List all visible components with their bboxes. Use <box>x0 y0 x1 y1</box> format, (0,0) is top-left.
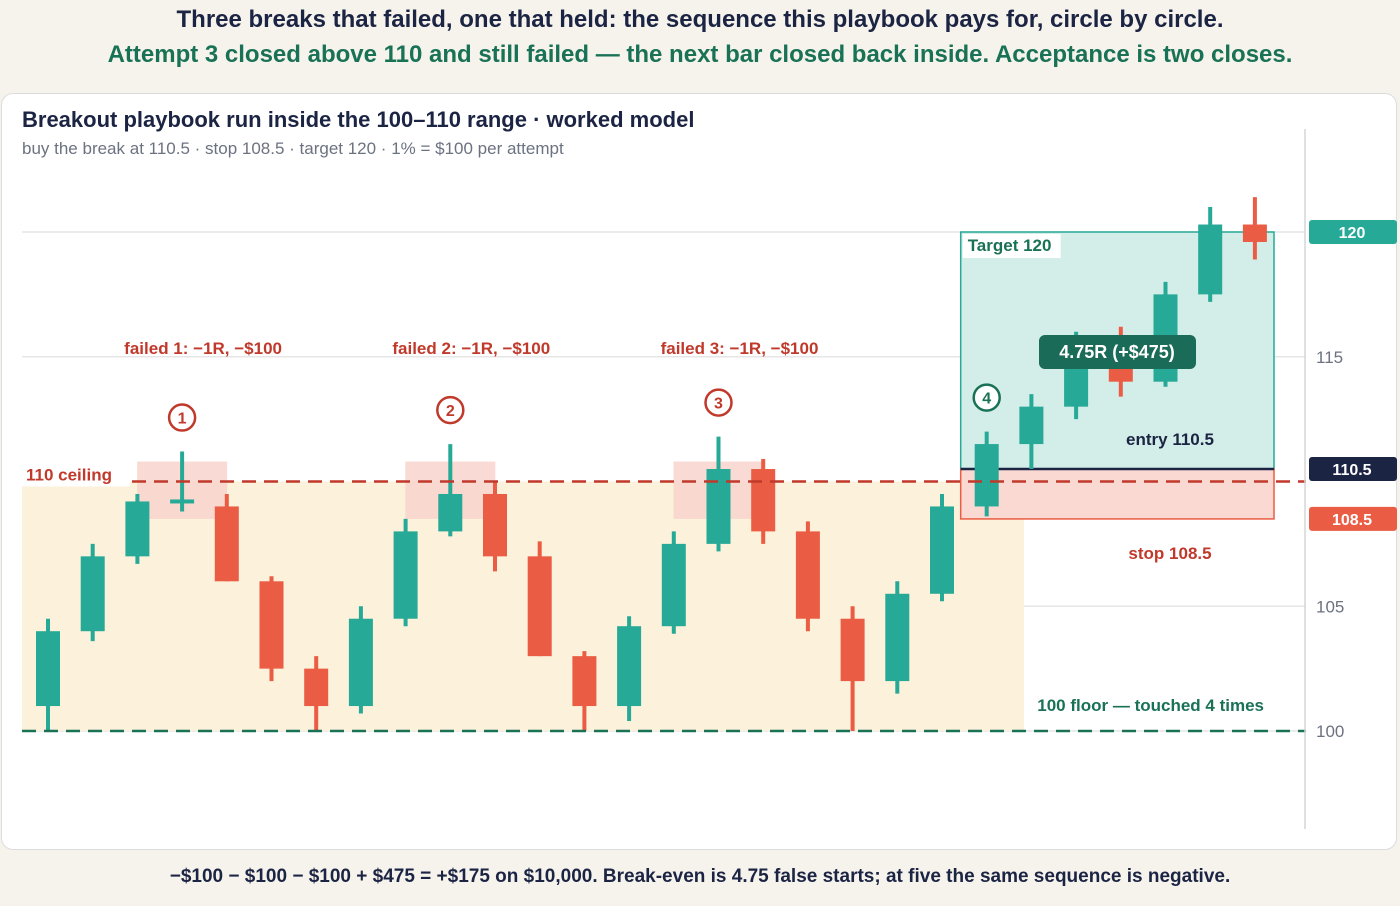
candle-26 <box>1153 281 1178 387</box>
candle-body <box>393 531 418 619</box>
result-badge-bg <box>1039 335 1196 369</box>
candle-body <box>974 444 999 507</box>
attempt-marker-2 <box>436 395 465 425</box>
attempt-result-label: failed 2: −1R, −$100 <box>392 339 550 358</box>
y-tick-label: 100 <box>1316 722 1344 741</box>
attempt-result-label: failed 3: −1R, −$100 <box>661 339 819 358</box>
candle-2 <box>80 543 105 642</box>
target-label: Target 120 <box>968 236 1052 255</box>
candle-22 <box>974 431 999 517</box>
candle-body <box>214 506 239 582</box>
candle-body <box>438 493 463 532</box>
chart-card: Breakout playbook run inside the 100–110… <box>1 93 1397 850</box>
candle-body <box>617 626 642 707</box>
candle-18 <box>795 521 820 632</box>
result-badge: 4.75R (+$475) <box>1059 342 1175 362</box>
attempt-marker-3 <box>704 388 733 417</box>
price-tag-label: 108.5 <box>1332 512 1372 529</box>
candle-6 <box>259 576 284 682</box>
candle-21 <box>930 493 954 602</box>
candle-15 <box>661 531 686 634</box>
candle-23 <box>1019 394 1044 470</box>
candle-body <box>1019 406 1044 445</box>
candle-body <box>170 499 195 504</box>
attempt-marker-4 <box>972 383 1001 412</box>
candle-body <box>125 501 150 557</box>
candle-body <box>840 618 865 682</box>
price-tag-label: 120 <box>1339 225 1366 242</box>
attempt-result-label: failed 1: −1R, −$100 <box>124 339 282 358</box>
candle-body <box>930 506 954 594</box>
candle-5 <box>214 493 239 582</box>
candle-17 <box>751 459 776 544</box>
candle-body <box>795 531 820 619</box>
price-axis: 100 105 115 120 110.5 108.5 <box>1304 129 1397 829</box>
candle-8 <box>348 606 373 714</box>
floor-label: 100 floor — touched 4 times <box>1037 696 1264 715</box>
headline-secondary: Attempt 3 closed above 110 and still fai… <box>107 41 1293 68</box>
annotations-layer: 110 ceiling 100 floor — touched 4 times 1 f… <box>22 234 1306 733</box>
candle-3 <box>125 493 150 564</box>
y-tick-label: 115 <box>1316 348 1343 367</box>
candle-body <box>661 543 686 627</box>
chart-title: Breakout playbook run inside the 100–110… <box>22 107 694 132</box>
footer-summary: −$100 − $100 − $100 + $475 = +$175 on $1… <box>169 866 1231 887</box>
candle-body <box>36 631 60 707</box>
attempt-number: 4 <box>982 391 991 408</box>
candle-19 <box>840 606 865 731</box>
candle-body <box>527 556 552 657</box>
ceiling-label: 110 ceiling <box>26 466 112 485</box>
candle-body <box>80 556 105 632</box>
candle-16 <box>706 436 731 552</box>
candle-body <box>348 618 373 707</box>
candle-28 <box>1242 197 1267 260</box>
candle-9 <box>393 518 418 627</box>
candle-27 <box>1198 207 1223 302</box>
attempt-number: 2 <box>446 403 455 420</box>
candle-13 <box>572 651 597 731</box>
range-band <box>22 481 1024 731</box>
candle-14 <box>617 616 642 722</box>
price-tag-label: 110.5 <box>1332 462 1371 479</box>
price-tag-120 <box>1309 220 1397 244</box>
attempt-marker-1 <box>167 403 197 432</box>
candle-1 <box>36 618 60 731</box>
candle-body <box>1242 224 1267 242</box>
candle-7 <box>304 656 329 731</box>
candlestick-chart: Breakout playbook run inside the 100–110… <box>22 107 1397 829</box>
candle-10 <box>438 444 463 537</box>
chart-subtitle: buy the break at 110.5 · stop 108.5 · ta… <box>22 139 564 158</box>
candle-11 <box>483 481 507 572</box>
candle-20 <box>885 581 910 694</box>
stop-label: stop 108.5 <box>1128 544 1211 563</box>
ceiling-label-bg <box>22 464 130 487</box>
target-label-bg <box>962 234 1061 258</box>
candle-12 <box>527 541 552 657</box>
headline-primary: Three breaks that failed, one that held:… <box>176 6 1224 33</box>
candle-body <box>483 493 507 557</box>
price-tag-108.5 <box>1309 506 1397 531</box>
attempt-number: 1 <box>178 411 187 428</box>
y-tick-label: 105 <box>1316 597 1344 616</box>
candle-body <box>751 469 776 532</box>
candle-body <box>259 581 284 669</box>
candle-body <box>572 656 597 707</box>
candle-body <box>885 593 910 682</box>
candle-body <box>1198 224 1223 295</box>
price-tag-110.5 <box>1309 457 1397 482</box>
entry-label: entry 110.5 <box>1126 430 1214 449</box>
attempt-number: 3 <box>714 396 723 413</box>
candle-body <box>304 668 329 707</box>
stop-zone <box>959 468 1275 520</box>
